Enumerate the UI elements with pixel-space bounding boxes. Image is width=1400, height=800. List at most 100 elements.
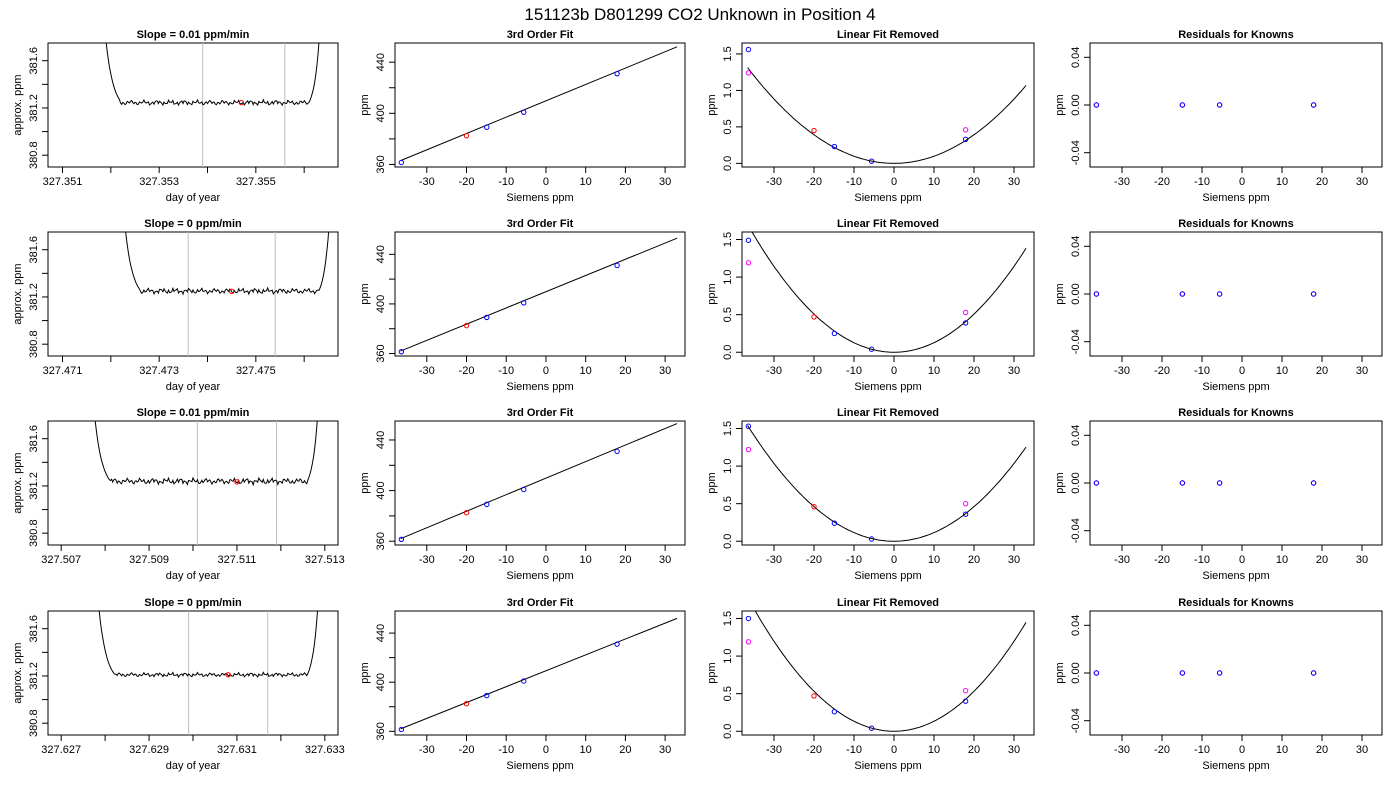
panel-r1-c2: 3rd Order Fit -30 -20 -10 0 10 20 30 Siemens ppm… [359, 29, 686, 204]
known-point [745, 423, 752, 429]
known-point [831, 330, 838, 337]
y-tick-label: 400 [375, 295, 387, 313]
y-axis-label: ppm [1054, 283, 1066, 304]
x-tick-label: -10 [498, 176, 514, 188]
x-tick-label: 10 [928, 744, 940, 756]
panel-title: Linear Fit Removed [837, 407, 939, 419]
known-point [868, 536, 875, 542]
y-tick-label: 0.04 [1070, 615, 1082, 636]
x-tick-label: -30 [1114, 744, 1130, 756]
plot-area [398, 237, 678, 355]
x-tick-label: -20 [806, 365, 822, 377]
plot-area [1093, 670, 1317, 676]
x-tick-label: -20 [459, 554, 475, 566]
known-point [484, 692, 490, 699]
x-axis-label: Siemens ppm [506, 192, 573, 204]
panel-title: 3rd Order Fit [507, 597, 574, 609]
fit-point [745, 446, 752, 453]
known-point [1179, 291, 1186, 297]
y-tick-label: 0.00 [1070, 283, 1082, 304]
x-tick-label: 0 [1239, 176, 1245, 188]
plot-area [745, 232, 1027, 353]
panel-r4-c4: Residuals for Knowns -30 -20 -10 0 10 20 30 Siem… [1054, 597, 1383, 772]
known-point [614, 641, 620, 647]
y-tick-label: 400 [375, 481, 387, 499]
x-tick-label: -10 [846, 365, 862, 377]
fit-point [962, 309, 969, 316]
trace-line [98, 611, 318, 679]
panel-title: Linear Fit Removed [837, 29, 939, 41]
y-tick-label: 360 [375, 344, 387, 362]
known-point [868, 158, 875, 164]
trace-line [94, 421, 318, 487]
x-axis-label: Siemens ppm [506, 570, 573, 582]
x-tick-label: 10 [928, 365, 940, 377]
y-tick-label: -0.04 [1070, 140, 1082, 165]
x-tick-label: 10 [580, 176, 592, 188]
plot-area [745, 423, 1027, 542]
known-point [614, 262, 620, 269]
x-tick-label: -10 [846, 744, 862, 756]
plot-frame [394, 420, 686, 546]
fit-curve [747, 425, 1027, 542]
known-point [1093, 291, 1100, 297]
x-tick-label: -20 [806, 744, 822, 756]
plot-area [398, 617, 678, 733]
plot-area [125, 232, 330, 356]
x-tick-label: 0 [1239, 365, 1245, 377]
x-axis-label: Siemens ppm [854, 381, 921, 393]
known-point [962, 511, 969, 517]
y-tick-label: 0.00 [1070, 94, 1082, 115]
plot-area [398, 423, 678, 543]
x-tick-label: 327.633 [305, 744, 345, 756]
known-point [868, 346, 875, 352]
x-tick-label: -20 [1154, 744, 1170, 756]
known-point [1310, 670, 1317, 676]
x-tick-label: -20 [1154, 554, 1170, 566]
x-tick-label: 20 [968, 176, 980, 188]
known-point [962, 320, 969, 326]
x-tick-label: -30 [419, 176, 435, 188]
x-tick-label: 20 [619, 176, 631, 188]
panel-r4-c1: Slope = 0 ppm/min 327.627 327.629 327.631 32… [12, 597, 345, 772]
panel-title: 3rd Order Fit [507, 218, 574, 230]
trace-line [105, 43, 320, 107]
x-tick-label: 10 [928, 176, 940, 188]
x-tick-label: 20 [1316, 176, 1328, 188]
y-tick-label: 400 [375, 673, 387, 691]
y-tick-label: 360 [375, 155, 387, 173]
panel-r2-c1: Slope = 0 ppm/min 327.471 327.473 327.475 da… [12, 218, 339, 393]
plot-area [1093, 291, 1317, 297]
y-tick-label: 440 [375, 53, 387, 71]
plot-frame [741, 42, 1035, 168]
y-tick-label: 381.6 [28, 236, 40, 264]
y-axis-label: ppm [359, 472, 371, 493]
y-axis-label: approx. ppm [12, 452, 24, 513]
unknown-point [811, 314, 817, 320]
x-tick-label: 0 [1239, 554, 1245, 566]
x-axis-label: Siemens ppm [1202, 381, 1269, 393]
x-axis-label: Siemens ppm [1202, 192, 1269, 204]
known-point [1310, 291, 1317, 297]
x-tick-label: 0 [891, 365, 897, 377]
panel-title: Slope = 0 ppm/min [144, 597, 242, 609]
y-tick-label: 440 [375, 624, 387, 642]
fit-line [400, 423, 678, 540]
x-tick-label: 327.473 [139, 365, 179, 377]
panel-title: 3rd Order Fit [507, 29, 574, 41]
y-tick-label: 0.04 [1070, 236, 1082, 257]
y-tick-label: 0.5 [722, 496, 734, 511]
y-tick-label: 0.0 [722, 345, 734, 360]
fit-curve [747, 67, 1027, 164]
x-tick-label: -30 [766, 554, 782, 566]
unknown-point [811, 693, 817, 699]
y-tick-label: -0.04 [1070, 518, 1082, 543]
x-tick-label: 327.353 [139, 176, 179, 188]
x-tick-label: 20 [619, 744, 631, 756]
y-axis-label: ppm [1054, 662, 1066, 683]
known-point [1093, 670, 1100, 676]
page-title: 151123b D801299 CO2 Unknown in Position … [524, 5, 875, 24]
x-tick-label: 327.355 [236, 176, 276, 188]
known-point [521, 109, 527, 115]
